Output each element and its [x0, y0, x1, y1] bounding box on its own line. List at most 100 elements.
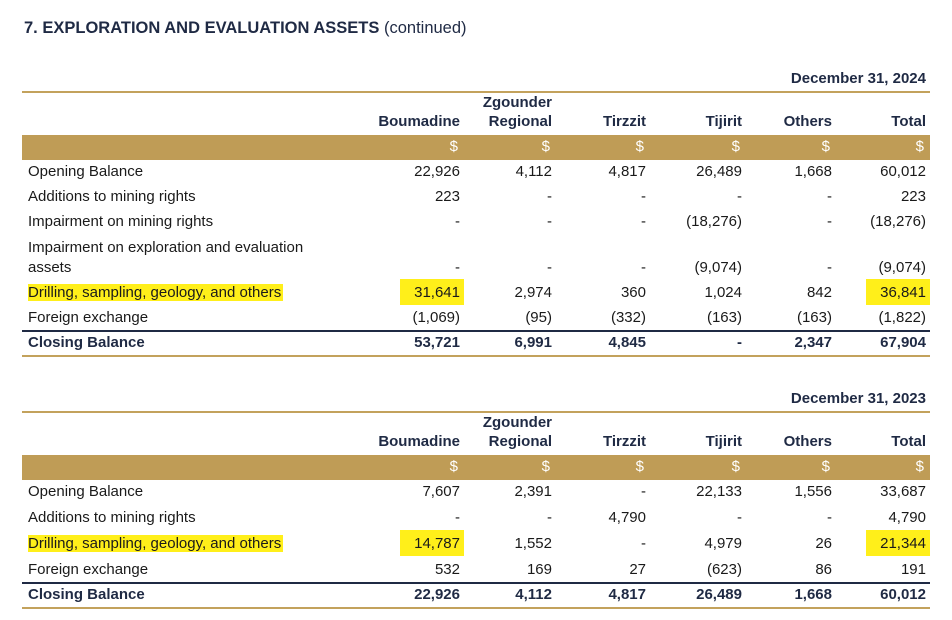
currency-band: $ $ $ $ $ $	[22, 455, 930, 480]
currency-symbol: $	[635, 458, 644, 475]
column-header: Boumadine	[350, 413, 460, 451]
section-title: 7. EXPLORATION AND EVALUATION ASSETS (co…	[24, 19, 467, 38]
column-header-line2: Others	[783, 433, 832, 450]
column-header-line2: Boumadine	[378, 113, 460, 130]
value-cell: 4,112	[515, 586, 552, 603]
value-cell: 4,845	[608, 334, 646, 351]
highlight-cell	[400, 530, 464, 556]
table-row: Additions to mining rights 223 - - - - 223	[22, 187, 930, 207]
row-label-text: Opening Balance	[28, 163, 144, 180]
closing-balance-row: Closing Balance 22,926 4,112 4,817 26,489 1,6…	[22, 582, 930, 609]
row-label-text: Drilling, sampling, geology, and others	[28, 284, 284, 301]
value-cell: -	[641, 483, 646, 500]
column-header: Zgounder Regional	[442, 413, 552, 451]
table-row: Drilling, sampling, geology, and others 3…	[22, 279, 930, 305]
value-cell: -	[455, 259, 460, 276]
value-cell: -	[641, 188, 646, 205]
column-header: Zgounder Regional	[442, 93, 552, 131]
value-cell: 2,974	[514, 284, 552, 301]
value-cell: (18,276)	[686, 213, 742, 230]
value-cell: (1,069)	[412, 309, 460, 326]
row-label: Opening Balance	[28, 162, 143, 182]
value-cell: (163)	[796, 309, 832, 326]
row-label: Drilling, sampling, geology, and others	[28, 534, 284, 554]
table-row: Impairment on mining rights - - - (18,276) - (…	[22, 212, 930, 232]
table-row: Impairment on exploration and evaluation…	[22, 238, 930, 278]
value-cell: 1,668	[794, 163, 832, 180]
column-header-line1	[536, 413, 646, 432]
value-cell: (18,276)	[870, 213, 926, 230]
column-header-line2: Total	[891, 113, 926, 130]
value-cell: 2,347	[794, 334, 832, 351]
value-cell: 22,133	[696, 483, 742, 500]
column-header-line1	[536, 93, 646, 112]
closing-rule-bottom	[22, 607, 930, 609]
highlight-cell	[400, 279, 464, 305]
value-cell: 4,112	[515, 163, 552, 180]
column-header-line2: Tirzzit	[602, 433, 646, 450]
row-label-text-line2: assets	[28, 259, 72, 276]
value-cell: 4,979	[704, 535, 742, 552]
currency-symbol: $	[635, 138, 644, 155]
value-cell: 60,012	[880, 586, 926, 603]
value-cell: (9,074)	[694, 259, 742, 276]
value-cell: 67,904	[880, 334, 926, 351]
column-header-line2: Regional	[488, 433, 552, 450]
section-title-suffix: (continued)	[383, 19, 467, 37]
row-label: Foreign exchange	[28, 560, 148, 580]
value-cell: 223	[434, 188, 460, 205]
highlight-cell	[866, 530, 930, 556]
currency-band: $ $ $ $ $ $	[22, 135, 930, 160]
value-cell: 1,556	[794, 483, 832, 500]
value-cell: -	[737, 188, 742, 205]
value-cell: 1,552	[514, 535, 552, 552]
currency-symbol: $	[449, 138, 458, 155]
row-label-text: Impairment on mining rights	[28, 213, 214, 230]
value-cell: 1,668	[794, 586, 832, 603]
currency-symbol: $	[731, 138, 740, 155]
currency-symbol: $	[915, 138, 924, 155]
value-cell: 53,721	[414, 334, 460, 351]
value-cell: -	[547, 188, 552, 205]
value-cell: 31,641	[414, 284, 460, 301]
column-header: Others	[722, 93, 832, 131]
value-cell: 27	[629, 561, 646, 578]
row-label: Additions to mining rights	[28, 508, 196, 528]
column-header-line2: Others	[783, 113, 832, 130]
column-header: Tijirit	[632, 93, 742, 131]
currency-symbol: $	[731, 458, 740, 475]
row-label-text: Impairment on exploration and evaluation	[28, 239, 304, 256]
column-header: Others	[722, 413, 832, 451]
currency-symbol: $	[821, 138, 830, 155]
column-header-line1: Zgounder	[482, 94, 552, 111]
row-label: Opening Balance	[28, 482, 143, 502]
column-header: Total	[816, 93, 926, 131]
column-header-line2: Tijirit	[705, 433, 742, 450]
value-cell: 4,817	[608, 163, 646, 180]
row-label-text: Additions to mining rights	[28, 188, 196, 205]
row-label: Impairment on exploration and evaluation…	[28, 238, 303, 278]
column-header-line2: Boumadine	[378, 433, 460, 450]
row-label: Additions to mining rights	[28, 187, 196, 207]
column-header-line2: Tirzzit	[602, 113, 646, 130]
value-cell: 842	[806, 284, 832, 301]
value-cell: -	[827, 509, 832, 526]
value-cell: -	[641, 259, 646, 276]
column-header-line2: Tijirit	[705, 113, 742, 130]
table-row: Opening Balance 7,607 2,391 - 22,133 1,556 33,…	[22, 482, 930, 502]
value-cell: 2,391	[514, 483, 552, 500]
table-row: Foreign exchange (1,069) (95) (332) (163) (16…	[22, 308, 930, 328]
value-cell: 6,991	[514, 334, 552, 351]
value-cell: 22,926	[414, 586, 460, 603]
closing-rule-top	[22, 330, 930, 332]
value-cell: (623)	[706, 561, 742, 578]
column-header-line1: Zgounder	[482, 414, 552, 431]
value-cell: 26,489	[696, 586, 742, 603]
header-rule	[22, 91, 930, 93]
column-header-line2: Regional	[488, 113, 552, 130]
row-label: Drilling, sampling, geology, and others	[28, 283, 284, 303]
currency-symbol: $	[541, 458, 550, 475]
value-cell: (163)	[706, 309, 742, 326]
value-cell: 4,790	[888, 509, 926, 526]
table-date: December 31, 2024	[790, 70, 926, 87]
